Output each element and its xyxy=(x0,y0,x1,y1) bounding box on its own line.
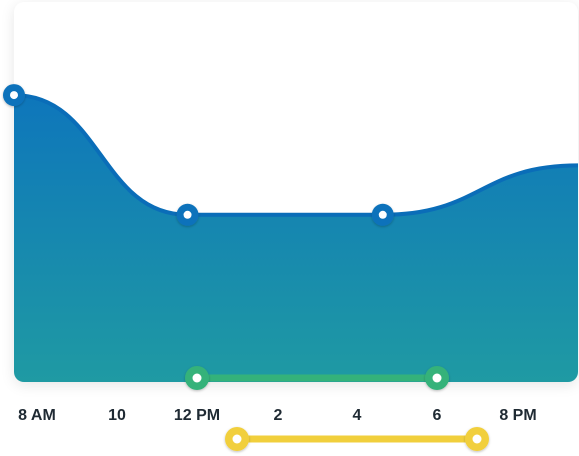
x-axis-tick-labels: 8 AM 10 12 PM 2 4 6 8 PM xyxy=(18,407,536,424)
data-point-markers xyxy=(3,84,394,226)
green-range-end-handle[interactable] xyxy=(425,366,449,390)
x-tick-label: 8 PM xyxy=(499,407,536,424)
x-tick-label: 8 AM xyxy=(18,407,56,424)
x-tick-label: 6 xyxy=(433,407,442,424)
data-point-marker[interactable] xyxy=(176,203,199,226)
x-tick-label: 2 xyxy=(274,407,283,424)
yellow-range-start-handle[interactable] xyxy=(225,427,249,451)
green-range-slider[interactable] xyxy=(185,366,449,390)
yellow-range-end-handle[interactable] xyxy=(465,427,489,451)
yellow-range-slider[interactable] xyxy=(225,427,489,451)
green-range-start-handle[interactable] xyxy=(185,366,209,390)
data-point-marker[interactable] xyxy=(371,203,394,226)
x-tick-label: 4 xyxy=(353,407,362,424)
area-line xyxy=(14,93,578,217)
area-fill xyxy=(14,95,578,382)
x-tick-label: 10 xyxy=(108,407,126,424)
data-point-marker[interactable] xyxy=(3,84,25,107)
x-tick-label: 12 PM xyxy=(174,407,220,424)
